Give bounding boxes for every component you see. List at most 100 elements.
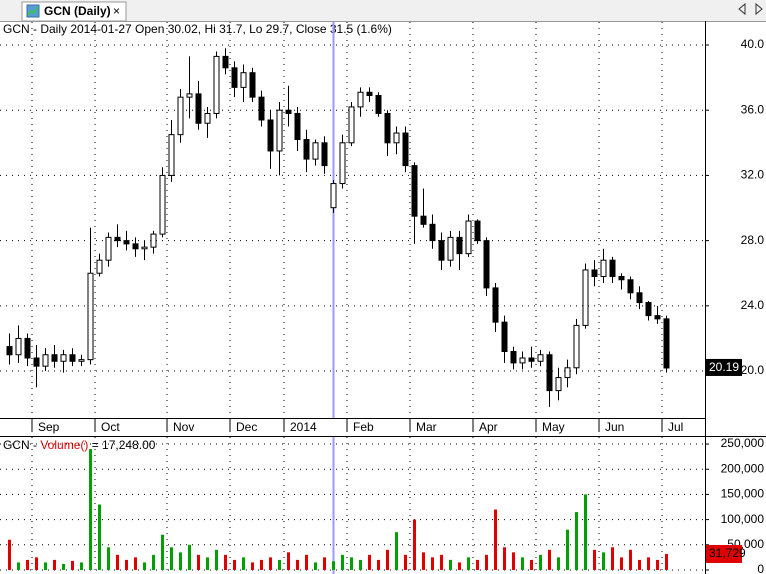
candle-body bbox=[6, 346, 13, 356]
candle-body bbox=[195, 93, 202, 124]
volume-bar bbox=[368, 554, 371, 570]
candle-body bbox=[465, 220, 472, 255]
candle-body bbox=[555, 377, 562, 392]
volume-bar bbox=[35, 557, 38, 570]
volume-bar bbox=[431, 557, 434, 570]
volume-bar bbox=[647, 557, 650, 570]
volume-bar bbox=[404, 554, 407, 570]
volume-bar bbox=[125, 559, 128, 570]
candle-body bbox=[375, 95, 382, 114]
candle-body bbox=[564, 367, 571, 379]
volume-bar bbox=[494, 509, 497, 570]
y-tick-label: 20.0 bbox=[741, 363, 765, 377]
tab-label: GCN (Daily) bbox=[44, 4, 111, 18]
volume-bar bbox=[53, 559, 56, 570]
volume-bar bbox=[656, 559, 659, 570]
volume-bar bbox=[197, 554, 200, 570]
y-tick-label: 100,000 bbox=[721, 512, 765, 526]
candle-body bbox=[159, 174, 166, 235]
candle-body bbox=[222, 55, 229, 69]
volume-bar bbox=[503, 547, 506, 570]
volume-bar bbox=[341, 554, 344, 570]
volume-bar bbox=[665, 553, 668, 570]
last-value-box bbox=[706, 358, 742, 376]
volume-bar bbox=[170, 547, 173, 570]
last-value-label: 31,729 bbox=[709, 546, 746, 560]
volume-bar bbox=[386, 549, 389, 570]
tab-close[interactable]: × bbox=[113, 4, 120, 18]
volume-bar bbox=[71, 560, 74, 570]
candle-body bbox=[411, 165, 418, 217]
candle-body bbox=[303, 139, 310, 160]
candle-body bbox=[573, 324, 580, 369]
x-tick-label: Oct bbox=[101, 420, 120, 434]
candle-body bbox=[96, 259, 103, 274]
candle-body bbox=[114, 236, 121, 242]
volume-bar bbox=[17, 562, 20, 570]
volume-title-symbol: GCN - bbox=[3, 438, 40, 452]
candle-body bbox=[483, 240, 490, 289]
volume-bar bbox=[161, 534, 164, 570]
candle-body bbox=[582, 269, 589, 326]
volume-bar bbox=[89, 449, 92, 570]
candle-body bbox=[609, 259, 616, 277]
volume-bar bbox=[323, 557, 326, 570]
x-tick-label: Jun bbox=[605, 420, 624, 434]
volume-bar bbox=[350, 557, 353, 570]
candle-body bbox=[402, 132, 409, 167]
candle-body bbox=[591, 269, 598, 277]
x-tick-label: Mar bbox=[416, 420, 437, 434]
candle-body bbox=[357, 91, 364, 108]
candle-body bbox=[285, 109, 292, 114]
last-value-box bbox=[706, 544, 742, 563]
volume-bar bbox=[287, 552, 290, 570]
last-value-label: 20.19 bbox=[709, 360, 739, 374]
candle-body bbox=[348, 106, 355, 144]
candle-body bbox=[456, 236, 463, 255]
candle-body bbox=[546, 354, 553, 392]
volume-bar bbox=[152, 554, 155, 570]
volume-bar bbox=[521, 557, 524, 570]
nav-left[interactable] bbox=[738, 2, 746, 16]
volume-bar bbox=[206, 557, 209, 570]
candle-body bbox=[627, 279, 634, 294]
volume-bar bbox=[557, 557, 560, 570]
candle-body bbox=[123, 240, 130, 245]
candle-body bbox=[141, 246, 148, 250]
volume-bar bbox=[80, 562, 83, 570]
candle-body bbox=[537, 354, 544, 362]
volume-bar bbox=[188, 544, 191, 570]
volume-bar bbox=[359, 559, 362, 570]
candle-body bbox=[204, 112, 211, 124]
volume-bar bbox=[116, 554, 119, 570]
y-tick-label: 250,000 bbox=[721, 436, 765, 450]
volume-bar bbox=[395, 532, 398, 570]
x-tick-label: Dec bbox=[236, 420, 257, 434]
candle-body bbox=[258, 96, 265, 121]
candle-body bbox=[42, 354, 49, 367]
y-tick-label: 24.0 bbox=[741, 298, 765, 312]
x-tick-label: Feb bbox=[353, 420, 374, 434]
nav-right[interactable] bbox=[755, 2, 763, 16]
volume-bar bbox=[611, 547, 614, 570]
volume-indicator-value: = 17,248.00 bbox=[88, 438, 155, 452]
volume-bar bbox=[512, 552, 515, 570]
candle-body bbox=[501, 321, 508, 352]
x-tick-label: Jul bbox=[668, 420, 683, 434]
candle-body bbox=[330, 183, 337, 209]
volume-bar bbox=[260, 559, 263, 570]
volume-bar bbox=[215, 549, 218, 570]
candle-body bbox=[492, 287, 499, 323]
x-tick-label: May bbox=[542, 420, 565, 434]
volume-bar bbox=[467, 557, 470, 570]
y-tick-label: 40.0 bbox=[741, 37, 765, 51]
y-tick-label: 0 bbox=[757, 562, 764, 574]
volume-bar bbox=[26, 559, 29, 570]
volume-bar bbox=[377, 559, 380, 570]
candle-body bbox=[87, 272, 94, 361]
volume-bar bbox=[62, 563, 65, 570]
candle-body bbox=[186, 93, 193, 98]
x-tick-label: Sep bbox=[38, 420, 60, 434]
candle-body bbox=[600, 259, 607, 277]
